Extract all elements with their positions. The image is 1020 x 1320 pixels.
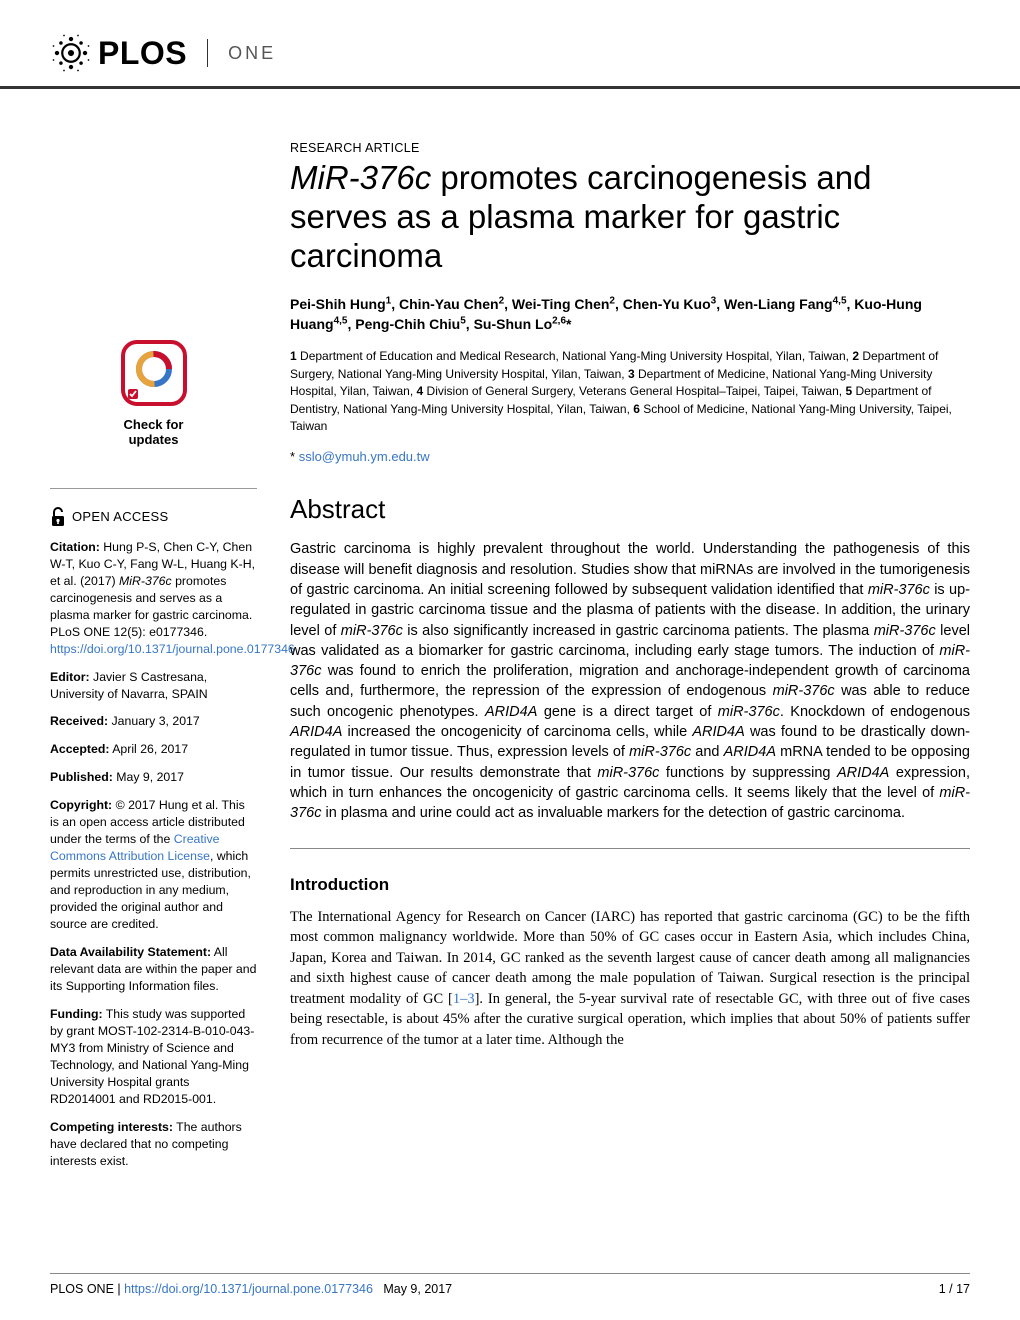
sidebar-divider — [50, 488, 257, 489]
check-updates-badge[interactable]: Check for updates — [50, 339, 257, 448]
received-block: Received: January 3, 2017 — [50, 713, 257, 730]
sidebar: Check for updates OPEN ACCESS Citation: … — [50, 89, 275, 1181]
plos-symbol-icon — [50, 32, 92, 74]
abstract-text: Gastric carcinoma is highly prevalent th… — [290, 539, 970, 823]
authors-list: Pei-Shih Hung1, Chin-Yau Chen2, Wei-Ting… — [290, 294, 970, 335]
section-divider — [290, 848, 970, 849]
competing-block: Competing interests: The authors have de… — [50, 1119, 257, 1170]
logo-row: PLOS ONE — [50, 32, 970, 74]
footer-left: PLOS ONE | https://doi.org/10.1371/journ… — [50, 1282, 452, 1296]
copyright-block: Copyright: © 2017 Hung et al. This is an… — [50, 797, 257, 933]
published-block: Published: May 9, 2017 — [50, 769, 257, 786]
plos-text: PLOS — [98, 35, 187, 72]
open-access-icon — [50, 507, 66, 527]
page-header: PLOS ONE — [0, 0, 1020, 89]
abstract-heading: Abstract — [290, 494, 970, 525]
citation-doi-link[interactable]: https://doi.org/10.1371/journal.pone.017… — [50, 642, 295, 656]
main-content: RESEARCH ARTICLE MiR-376c promotes carci… — [275, 89, 970, 1181]
footer-page: 1 / 17 — [939, 1282, 970, 1296]
page-footer: PLOS ONE | https://doi.org/10.1371/journ… — [50, 1273, 970, 1296]
data-availability-block: Data Availability Statement: All relevan… — [50, 944, 257, 995]
accepted-block: Accepted: April 26, 2017 — [50, 741, 257, 758]
crossmark-icon — [120, 339, 188, 407]
article-title: MiR-376c promotes carcinogenesis and ser… — [290, 159, 970, 276]
open-access-row: OPEN ACCESS — [50, 507, 257, 527]
editor-block: Editor: Javier S Castresana, University … — [50, 669, 257, 703]
content-area: Check for updates OPEN ACCESS Citation: … — [0, 89, 1020, 1181]
ref-link-1-3[interactable]: 1–3 — [453, 991, 475, 1007]
open-access-label: OPEN ACCESS — [72, 508, 169, 526]
one-text: ONE — [228, 43, 276, 64]
intro-paragraph: The International Agency for Research on… — [290, 907, 970, 1051]
footer-doi-link[interactable]: https://doi.org/10.1371/journal.pone.017… — [124, 1282, 373, 1296]
logo-divider — [207, 39, 208, 67]
check-updates-label: Check for updates — [50, 418, 257, 448]
corr-email-link[interactable]: sslo@ymuh.ym.edu.tw — [299, 449, 430, 464]
plos-logo: PLOS — [50, 32, 187, 74]
affiliations: 1 Department of Education and Medical Re… — [290, 348, 970, 435]
citation-block: Citation: Hung P-S, Chen C-Y, Chen W-T, … — [50, 539, 257, 658]
funding-block: Funding: This study was supported by gra… — [50, 1006, 257, 1108]
intro-heading: Introduction — [290, 875, 970, 895]
article-type: RESEARCH ARTICLE — [290, 141, 970, 155]
correspondence: * sslo@ymuh.ym.edu.tw — [290, 449, 970, 464]
